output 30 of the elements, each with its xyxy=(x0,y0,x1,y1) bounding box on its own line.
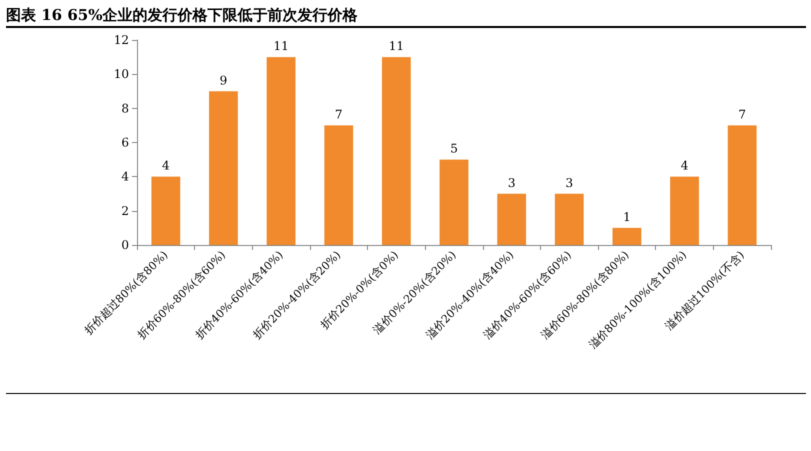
data-label: 9 xyxy=(220,73,228,88)
chart-title: 图表 16 65%企业的发行价格下限低于前次发行价格 xyxy=(6,4,806,28)
data-label: 7 xyxy=(334,107,343,122)
bar xyxy=(209,91,238,245)
data-label: 3 xyxy=(565,176,574,190)
data-label: 4 xyxy=(680,158,689,173)
data-label: 3 xyxy=(508,176,516,190)
bar xyxy=(728,125,757,245)
data-label: 11 xyxy=(388,39,404,54)
y-tick-label: 10 xyxy=(114,67,129,82)
y-tick-label: 4 xyxy=(121,170,130,184)
data-label: 5 xyxy=(450,142,458,156)
y-tick-label: 6 xyxy=(121,136,129,150)
data-label: 7 xyxy=(738,107,746,122)
bar xyxy=(497,194,526,245)
bar xyxy=(440,160,468,245)
bar xyxy=(324,125,354,245)
data-label: 11 xyxy=(273,39,289,54)
y-tick-label: 8 xyxy=(121,101,129,116)
data-label: 1 xyxy=(623,210,631,224)
y-tick-label: 12 xyxy=(114,33,129,47)
data-label: 4 xyxy=(162,158,170,173)
bar xyxy=(670,176,699,245)
y-tick-label: 2 xyxy=(121,204,129,218)
bar xyxy=(612,228,642,245)
bar xyxy=(382,57,411,245)
y-tick-label: 0 xyxy=(121,238,129,252)
bar xyxy=(151,176,180,245)
bar xyxy=(554,194,584,245)
bar xyxy=(266,57,296,245)
